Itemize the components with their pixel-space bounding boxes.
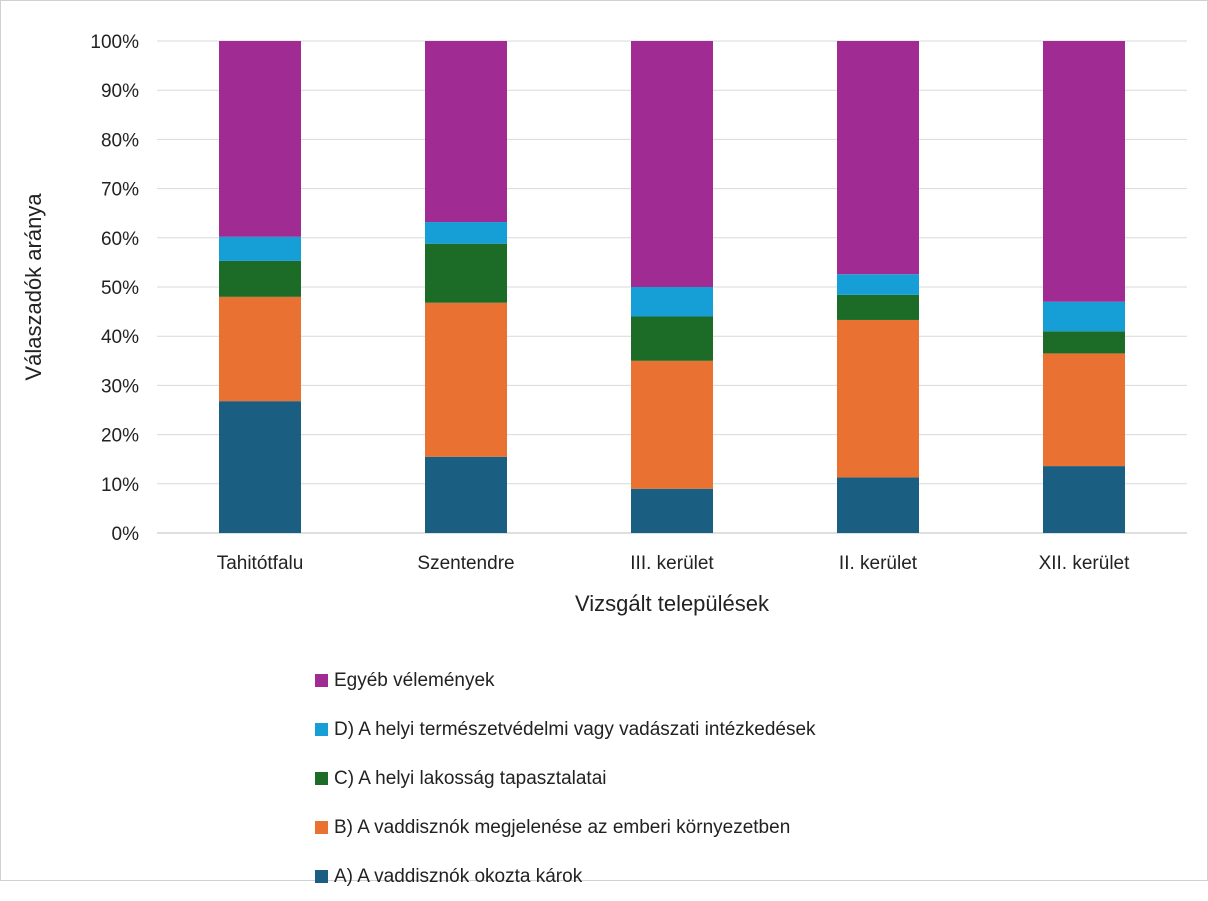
y-tick-label: 0% — [112, 524, 140, 545]
y-tick-label: 90% — [101, 81, 139, 102]
bar-segment — [837, 319, 919, 478]
bar-segment — [1043, 301, 1125, 332]
bar-segment — [1043, 41, 1125, 302]
legend-swatch — [315, 772, 328, 785]
y-tick-label: 10% — [101, 475, 139, 496]
y-tick-label: 70% — [101, 180, 139, 201]
bar-segment — [631, 316, 713, 361]
y-axis-title: Válaszadók aránya — [21, 193, 46, 381]
x-tick-label: II. kerület — [839, 553, 918, 574]
bars — [219, 41, 1125, 533]
bar-segment — [219, 401, 301, 533]
x-tick-label: III. kerület — [630, 553, 714, 574]
bar-segment — [219, 296, 301, 402]
legend-item: A) A vaddisznók okozta károk — [315, 852, 816, 901]
y-tick-labels: 0% 10% 20% 30% 40% 50% 60% 70% 80% 90% 100% — [90, 32, 139, 545]
legend-item: B) A vaddisznók megjelenése az emberi kö… — [315, 803, 816, 852]
bar-segment — [425, 456, 507, 533]
bar-segment — [425, 243, 507, 303]
bar-segment — [1043, 331, 1125, 354]
bar-segment — [837, 274, 919, 295]
bar-segment — [837, 41, 919, 275]
bar-segment — [1043, 353, 1125, 467]
x-tick-label: Tahitótfalu — [217, 553, 304, 574]
x-axis-title: Vizsgált települések — [575, 591, 770, 616]
bar-segment — [219, 41, 301, 237]
legend-swatch — [315, 723, 328, 736]
legend-swatch — [315, 674, 328, 687]
bar-segment — [425, 302, 507, 457]
bar-segment — [219, 236, 301, 261]
legend-swatch — [315, 870, 328, 883]
bar-segment — [425, 222, 507, 244]
x-tick-label: Szentendre — [417, 553, 514, 574]
x-tick-labels: Tahitótfalu Szentendre III. kerület II. ker… — [217, 553, 1130, 574]
bar-segment — [837, 477, 919, 533]
y-tick-label: 40% — [101, 327, 139, 348]
y-tick-label: 60% — [101, 229, 139, 250]
x-tick-label: XII. kerület — [1039, 553, 1131, 574]
legend-label: A) A vaddisznók okozta károk — [334, 865, 583, 887]
bar-segment — [425, 41, 507, 223]
y-tick-label: 50% — [101, 278, 139, 299]
bar-segment — [837, 294, 919, 320]
legend: Egyéb vélemények D) A helyi természetvéde… — [315, 656, 816, 901]
legend-label: C) A helyi lakosság tapasztalatai — [334, 767, 607, 789]
bar-segment — [631, 360, 713, 489]
legend-label: B) A vaddisznók megjelenése az emberi kö… — [334, 816, 791, 838]
legend-label: D) A helyi természetvédelmi vagy vadásza… — [334, 718, 816, 740]
legend-label: Egyéb vélemények — [334, 669, 495, 691]
y-tick-label: 100% — [90, 32, 139, 53]
bar-segment — [219, 260, 301, 297]
legend-item: Egyéb vélemények — [315, 656, 816, 705]
legend-swatch — [315, 821, 328, 834]
stacked-bar-chart: 0% 10% 20% 30% 40% 50% 60% 70% 80% 90% 100% Tahitó… — [21, 32, 1187, 616]
legend-item: D) A helyi természetvédelmi vagy vadásza… — [315, 705, 816, 754]
bar-segment — [631, 488, 713, 533]
bar-segment — [631, 41, 713, 287]
y-tick-label: 80% — [101, 130, 139, 151]
y-tick-label: 30% — [101, 376, 139, 397]
legend-item: C) A helyi lakosság tapasztalatai — [315, 754, 816, 803]
bar-segment — [631, 287, 713, 317]
y-tick-label: 20% — [101, 426, 139, 447]
bar-segment — [1043, 466, 1125, 533]
